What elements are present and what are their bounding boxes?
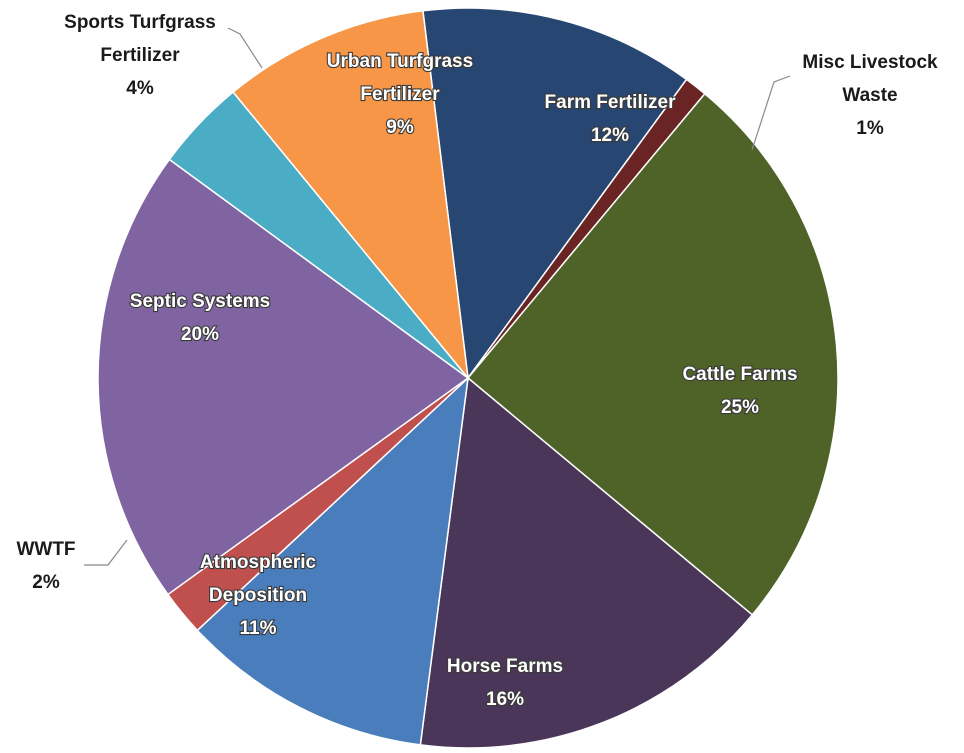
slice-name-label: Urban Turfgrass	[327, 51, 473, 72]
slice-name-label: Misc Livestock	[802, 52, 938, 73]
data-label-farm-fertilizer: Farm Fertilizer 12%	[545, 92, 677, 146]
data-label-wwtf: WWTF 2%	[16, 539, 75, 593]
data-label-urban-turfgrass-fertilizer: Urban Turfgrass Fertilizer 9%	[327, 51, 473, 138]
data-label-sports-turfgrass-fertilizer: Sports Turfgrass Fertilizer 4%	[64, 12, 216, 99]
data-label-cattle-farms: Cattle Farms 25%	[682, 364, 797, 418]
slice-name-label: Deposition	[209, 585, 307, 606]
slice-name-label: Cattle Farms	[682, 364, 797, 385]
slice-percent-label: 12%	[591, 125, 629, 146]
leader-lines-layer	[84, 27, 791, 566]
pie-slice-farm-fertilizer	[422, 7, 688, 380]
slice-percent-label: 20%	[181, 324, 219, 345]
leader-line-wwtf	[84, 539, 128, 566]
pie-slice-cattle-farms	[466, 92, 839, 616]
slice-percent-label: 16%	[486, 689, 524, 710]
slice-percent-label: 2%	[32, 572, 60, 593]
pie-slice-septic-systems	[97, 158, 470, 596]
slice-percent-label: 4%	[126, 78, 154, 99]
slice-name-label: Sports Turfgrass	[64, 12, 216, 33]
slice-percent-label: 11%	[240, 618, 277, 639]
data-label-septic-systems: Septic Systems 20%	[130, 291, 270, 345]
leader-line-sports-turfgrass-fertilizer	[227, 27, 263, 69]
data-label-atmospheric-deposition: Atmospheric Deposition 11%	[200, 552, 317, 639]
data-label-horse-farms: Horse Farms 16%	[447, 656, 563, 710]
slice-name-label: Horse Farms	[447, 656, 563, 677]
slice-percent-label: 9%	[386, 117, 414, 138]
slice-name-label: Fertilizer	[360, 84, 440, 105]
slices-layer	[97, 7, 839, 749]
slice-name-label: Atmospheric	[200, 552, 317, 573]
slice-name-label: Septic Systems	[130, 291, 270, 312]
data-label-misc-livestock-waste: Misc Livestock Waste 1%	[802, 52, 938, 139]
slice-name-label: Waste	[842, 85, 897, 106]
slice-name-label: WWTF	[16, 539, 75, 560]
slice-name-label: Farm Fertilizer	[545, 92, 677, 113]
leader-line-misc-livestock-waste	[751, 75, 791, 151]
slice-name-label: Fertilizer	[100, 45, 180, 66]
slice-percent-label: 25%	[721, 397, 759, 418]
labels-layer: Farm Fertilizer 12% Misc Livestock Waste 1% C…	[16, 12, 938, 711]
pie-slice-urban-turfgrass-fertilizer	[232, 9, 470, 381]
slice-percent-label: 1%	[856, 118, 884, 139]
pie-slice-atmospheric-deposition	[196, 376, 470, 746]
pie-slice-horse-farms	[419, 376, 754, 749]
